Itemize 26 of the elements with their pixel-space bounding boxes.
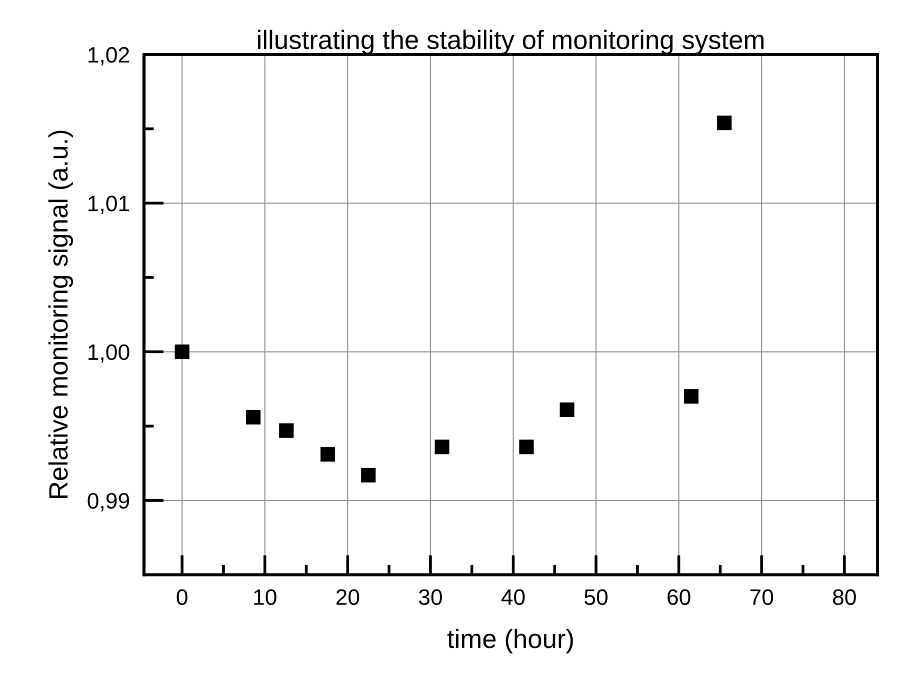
x-tick-label: 60 — [668, 589, 690, 605]
point — [279, 423, 294, 438]
x-tick-label: 70 — [750, 589, 774, 605]
point — [174, 344, 190, 360]
y-axis-title: Relative monitoring signal (a.u.) — [48, 130, 73, 498]
point — [361, 468, 376, 482]
y-tick-label: 1,02 — [88, 47, 129, 66]
point — [519, 440, 534, 454]
point — [320, 447, 336, 462]
point — [434, 440, 450, 454]
point — [560, 402, 574, 418]
x-tick-label: 20 — [336, 589, 360, 605]
point — [246, 410, 261, 424]
x-tick-label: 30 — [418, 589, 442, 605]
x-tick-label: 0 — [176, 589, 188, 605]
x-tick-label: 80 — [832, 589, 856, 605]
y-tick-label: 0,99 — [88, 492, 130, 512]
y-tick-label: 1,00 — [88, 344, 130, 363]
x-tick-label: 50 — [584, 589, 608, 605]
y-tick-label: 1,01 — [88, 196, 130, 214]
x-tick-label: 40 — [501, 589, 525, 605]
chart-title: illustrating the stability of monitoring system — [258, 30, 764, 54]
point — [684, 389, 699, 404]
x-tick-label: 10 — [254, 589, 276, 605]
x-axis-title: time (hour) — [447, 628, 573, 654]
point — [717, 116, 732, 130]
